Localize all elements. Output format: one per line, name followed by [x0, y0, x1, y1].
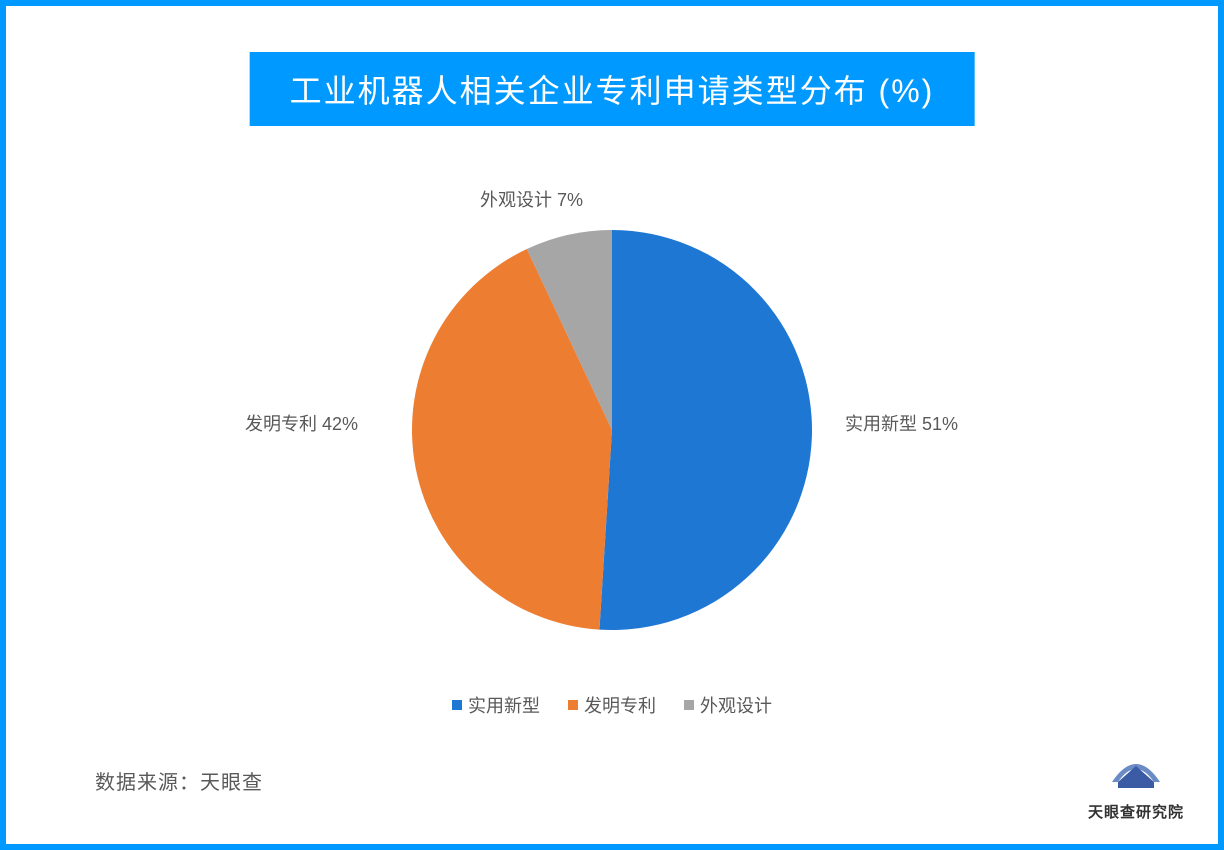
- data-source: 数据来源：天眼查: [95, 766, 263, 795]
- chart-title-text: 工业机器人相关企业专利申请类型分布 (%): [290, 73, 935, 109]
- legend: 实用新型 发明专利 外观设计: [0, 692, 1224, 718]
- legend-item: 发明专利: [568, 692, 656, 718]
- legend-item: 实用新型: [452, 692, 540, 718]
- pie-slice-label: 发明专利 42%: [245, 410, 358, 436]
- legend-item: 外观设计: [684, 692, 772, 718]
- logo-mark-icon: [1108, 752, 1164, 792]
- chart-title: 工业机器人相关企业专利申请类型分布 (%): [250, 52, 975, 126]
- pie-slice: [599, 230, 812, 630]
- legend-swatch: [684, 700, 694, 710]
- legend-label: 外观设计: [700, 692, 772, 718]
- brand-logo: 天眼查研究院: [1088, 752, 1184, 822]
- legend-label: 实用新型: [468, 692, 540, 718]
- brand-logo-text: 天眼查研究院: [1088, 801, 1184, 822]
- pie-slice-label: 实用新型 51%: [845, 410, 958, 436]
- data-source-text: 数据来源：天眼查: [95, 772, 263, 794]
- legend-swatch: [452, 700, 462, 710]
- pie-slice-label: 外观设计 7%: [480, 186, 583, 212]
- legend-swatch: [568, 700, 578, 710]
- pie-chart: [0, 150, 1224, 710]
- legend-label: 发明专利: [584, 692, 656, 718]
- pie-svg: [402, 220, 822, 640]
